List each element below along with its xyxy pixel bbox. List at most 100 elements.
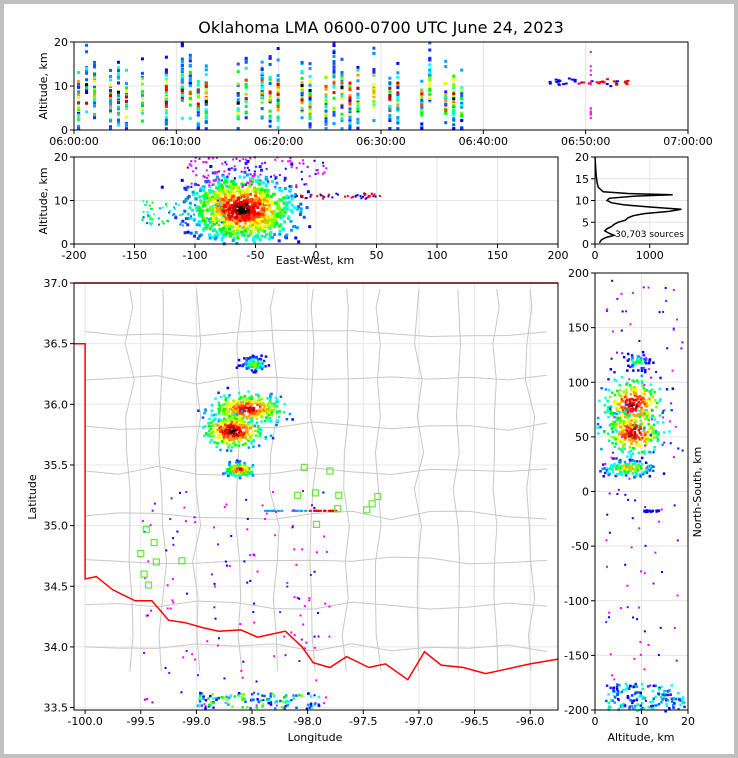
source-cell xyxy=(356,117,360,121)
source-cell xyxy=(340,71,344,75)
source-cell xyxy=(460,86,464,90)
source-cell xyxy=(85,78,89,82)
source-cell xyxy=(653,390,656,394)
source-cell xyxy=(252,412,255,416)
source-cell xyxy=(420,95,424,99)
source-cell xyxy=(274,158,277,161)
source-cell xyxy=(283,635,286,638)
source-cell xyxy=(601,463,605,466)
source-cell xyxy=(610,464,613,467)
source-cell xyxy=(220,422,223,426)
source-cell xyxy=(232,438,235,441)
source-cell xyxy=(643,630,646,633)
source-cell xyxy=(262,211,266,215)
source-cell xyxy=(196,105,200,109)
source-cell xyxy=(628,684,632,688)
source-cell xyxy=(623,447,627,450)
source-cell xyxy=(249,707,252,710)
source-cell xyxy=(639,475,642,478)
source-cell xyxy=(244,110,248,114)
source-cell xyxy=(238,200,242,204)
source-cell xyxy=(653,448,656,452)
source-cell xyxy=(219,217,223,221)
source-cell xyxy=(188,90,192,94)
source-cell xyxy=(235,218,239,222)
source-cell xyxy=(647,705,650,709)
source-cell xyxy=(372,105,376,109)
source-cell xyxy=(254,179,258,183)
source-cell xyxy=(220,695,223,699)
source-cell xyxy=(332,509,336,512)
source-cell xyxy=(635,460,639,463)
source-cell xyxy=(267,218,271,222)
altitude-north-south-ylabel: North-South, km xyxy=(691,447,704,538)
source-cell xyxy=(348,119,352,123)
source-cell xyxy=(298,693,301,697)
source-cell xyxy=(285,204,289,208)
source-cell xyxy=(290,203,294,207)
source-cell xyxy=(204,64,208,68)
source-cell xyxy=(660,570,663,573)
source-cell xyxy=(217,417,221,421)
source-cell xyxy=(212,157,215,160)
source-cell xyxy=(241,698,244,702)
source-cell xyxy=(280,199,284,203)
source-cell xyxy=(218,170,221,173)
source-cell xyxy=(683,705,686,709)
source-cell xyxy=(263,221,267,225)
source-cell xyxy=(270,224,274,228)
altitude-tick-label: 10 xyxy=(54,80,68,93)
source-cell xyxy=(235,209,239,213)
source-cell xyxy=(240,404,243,408)
source-cell xyxy=(630,546,633,549)
source-cell xyxy=(271,436,275,440)
source-cell xyxy=(256,221,260,225)
source-cell xyxy=(428,71,432,75)
source-cell xyxy=(228,436,232,439)
source-cell xyxy=(230,465,234,468)
source-cell xyxy=(208,190,212,194)
longitude-tick-label: -98.5 xyxy=(238,715,266,728)
source-cell xyxy=(634,420,638,423)
source-cell xyxy=(224,227,228,231)
source-cell xyxy=(324,93,328,97)
source-cell xyxy=(332,113,336,117)
source-cell xyxy=(228,207,232,211)
source-cell xyxy=(221,235,225,239)
source-cell xyxy=(631,459,634,462)
source-cell xyxy=(244,60,248,64)
source-cell xyxy=(299,207,303,211)
source-cell xyxy=(236,70,240,74)
source-cell xyxy=(649,510,652,513)
source-cell xyxy=(615,467,618,471)
source-cell xyxy=(222,417,226,420)
source-cell xyxy=(290,194,294,198)
source-cell xyxy=(260,91,264,95)
source-cell xyxy=(641,396,644,400)
source-cell xyxy=(295,226,299,230)
source-cell xyxy=(232,418,236,422)
source-cell xyxy=(607,707,611,710)
source-cell xyxy=(230,167,233,170)
source-cell xyxy=(289,208,293,212)
source-cell xyxy=(221,428,224,432)
source-cell xyxy=(648,403,651,406)
source-cell xyxy=(291,526,294,529)
source-cell xyxy=(250,204,254,208)
source-cell xyxy=(284,694,288,697)
source-cell xyxy=(232,402,235,406)
source-cell xyxy=(259,699,263,702)
source-cell xyxy=(227,419,230,423)
source-cell xyxy=(622,466,626,470)
source-cell xyxy=(631,397,634,401)
source-cell xyxy=(140,77,144,81)
source-cell xyxy=(206,434,210,437)
source-cell xyxy=(619,394,623,398)
source-cell xyxy=(295,186,298,189)
source-cell xyxy=(642,414,645,417)
source-cell xyxy=(190,182,193,185)
source-cell xyxy=(259,366,262,369)
source-cell xyxy=(240,418,244,421)
source-cell xyxy=(308,175,311,178)
source-cell xyxy=(190,160,193,163)
